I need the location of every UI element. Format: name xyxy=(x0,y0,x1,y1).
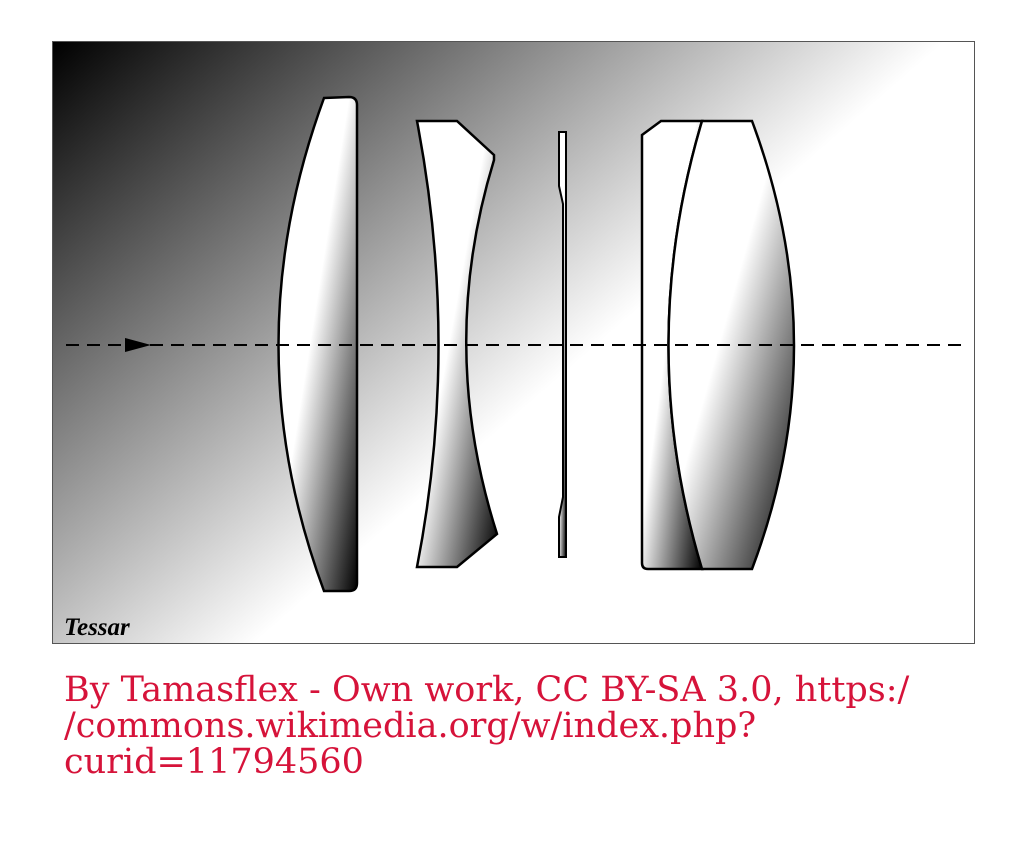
diagram-background xyxy=(52,41,975,644)
attribution-caption: By Tamasflex - Own work, CC BY-SA 3.0, h… xyxy=(64,672,974,780)
front-element xyxy=(277,95,359,593)
caption-line-2[interactable]: /commons.wikimedia.org/w/index.php? xyxy=(64,706,757,746)
rear-group-element-2 xyxy=(667,119,796,571)
diagram-label: Tessar xyxy=(64,614,130,641)
tessar-lens-diagram: Tessar xyxy=(52,41,975,644)
caption-line-3[interactable]: curid=11794560 xyxy=(64,742,364,782)
aperture-stop xyxy=(558,131,567,558)
optical-axis-arrow xyxy=(125,338,151,352)
caption-line-1[interactable]: By Tamasflex - Own work, CC BY-SA 3.0, h… xyxy=(64,670,910,710)
